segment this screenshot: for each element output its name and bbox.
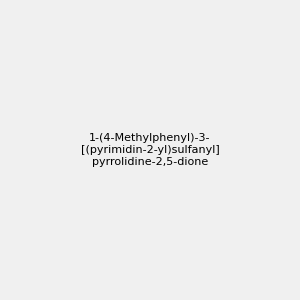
Text: 1-(4-Methylphenyl)-3-
[(pyrimidin-2-yl)sulfanyl]
pyrrolidine-2,5-dione: 1-(4-Methylphenyl)-3- [(pyrimidin-2-yl)s… [81, 134, 219, 166]
